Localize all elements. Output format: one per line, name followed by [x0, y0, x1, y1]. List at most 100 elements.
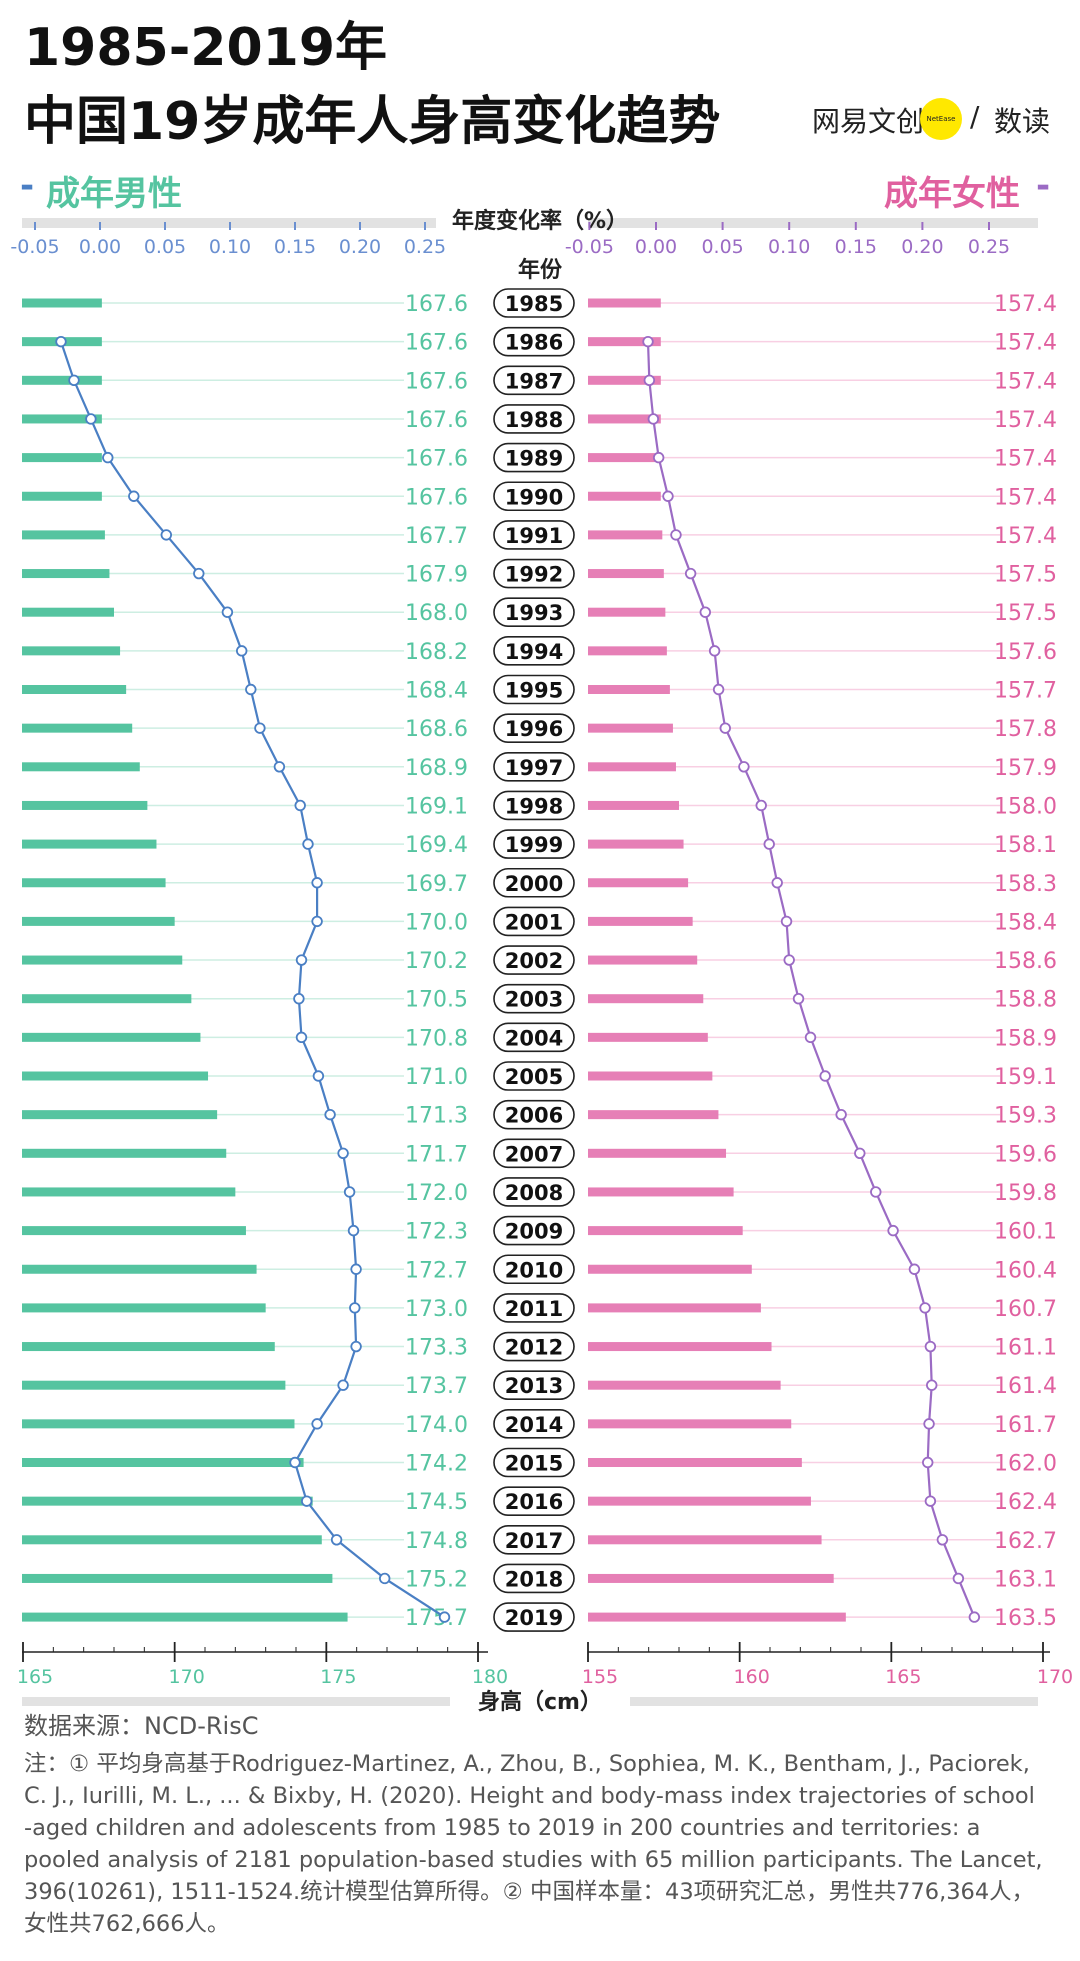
male-height-bar [22, 1419, 295, 1429]
male-height-bar [22, 955, 183, 965]
male-rate-point [343, 1186, 356, 1198]
male-height-value: 173.3 [405, 1336, 468, 1361]
year-label: 2002 [505, 949, 563, 973]
year-pill [493, 1215, 575, 1246]
year-pill [493, 1602, 575, 1632]
male-value-bg [404, 1063, 474, 1089]
year-pill [493, 983, 575, 1014]
year-pill [493, 674, 575, 705]
male-value-bg [404, 1565, 474, 1592]
female-rate-point [968, 1611, 981, 1623]
female-rate-point [643, 374, 656, 387]
male-rate-point [193, 567, 205, 580]
male-rate-tick-label: 0.15 [274, 236, 316, 258]
male-height-bar [22, 646, 121, 656]
female-rate-point [870, 1186, 882, 1198]
male-rate-point [379, 1572, 391, 1585]
female-height-bar [588, 375, 661, 385]
year-pill [493, 829, 575, 859]
year-pill [493, 520, 575, 550]
male-rate-point [312, 1070, 325, 1082]
female-height-tick-label: 155 [582, 1666, 618, 1688]
female-height-value: 158.9 [994, 1026, 1057, 1051]
female-height-value: 157.4 [994, 369, 1057, 394]
male-rate-point [102, 451, 114, 464]
female-height-bar [588, 569, 664, 579]
male-height-bar [22, 1612, 348, 1622]
male-rate-point [302, 838, 314, 850]
female-height-value: 161.4 [994, 1374, 1057, 1399]
female-rate-point [670, 529, 682, 541]
female-height-bar [588, 1110, 719, 1120]
male-rate-point [294, 799, 306, 812]
female-rate-point [792, 993, 805, 1005]
year-pill [493, 945, 575, 975]
brand-separator: / [970, 100, 980, 133]
male-value-bg [404, 1526, 474, 1553]
female-height-bar [588, 1573, 834, 1583]
rate-axis-title: 年度变化率（%） [452, 208, 628, 234]
year-pill [493, 1099, 575, 1130]
female-height-bar [588, 1148, 727, 1158]
page-title-line2: 中国19岁成年人身高变化趋势 [24, 92, 721, 152]
male-rate-point [337, 1147, 349, 1160]
male-rate-point [350, 1263, 362, 1275]
year-pill [493, 288, 575, 318]
female-height-bar [588, 800, 679, 810]
female-rate-point [755, 799, 767, 812]
male-height-value: 169.4 [405, 833, 468, 858]
female-height-value: 159.6 [994, 1142, 1057, 1167]
year-label: 1985 [505, 292, 563, 316]
year-pill [493, 1409, 575, 1439]
female-rate-point [952, 1572, 965, 1585]
male-value-bg [404, 367, 474, 394]
legend-female-label: 成年女性 [884, 174, 1020, 214]
year-label: 2013 [505, 1374, 563, 1398]
footer-note-line-2: C. J., Iurilli, M. L., ... & Bixby, H. (… [24, 1783, 1035, 1809]
female-height-value: 162.7 [994, 1529, 1057, 1554]
year-pill [493, 365, 575, 396]
female-height-bar [588, 1071, 713, 1081]
male-value-bg [404, 444, 474, 471]
male-height-tick-label: 180 [472, 1666, 508, 1688]
female-height-bar [588, 916, 693, 926]
year-label: 1998 [505, 794, 563, 818]
male-height-value: 167.7 [405, 524, 468, 549]
female-height-bar [588, 491, 661, 501]
female-rate-tick-label: 0.10 [768, 236, 810, 258]
male-rate-point [289, 1456, 301, 1469]
year-pill [493, 636, 575, 666]
female-height-bar [588, 1419, 792, 1429]
male-value-bg [404, 599, 474, 626]
year-label: 2007 [505, 1142, 563, 1166]
year-label: 2017 [505, 1529, 563, 1553]
male-value-bg [404, 947, 474, 974]
male-height-bar [22, 1071, 209, 1081]
male-height-bar [22, 1187, 236, 1197]
year-pill [493, 713, 575, 743]
female-height-value: 157.9 [994, 756, 1057, 781]
male-value-bg [404, 792, 474, 819]
male-rate-point [349, 1302, 361, 1314]
female-rate-point [919, 1302, 931, 1314]
male-rate-point [311, 1418, 323, 1430]
female-rate-point [699, 606, 711, 618]
female-rate-point [923, 1418, 935, 1430]
female-height-bar [588, 1303, 761, 1313]
year-label: 1992 [505, 563, 563, 587]
female-rate-tick-label: 0.25 [968, 236, 1010, 258]
male-rate-tick-label: -0.05 [10, 236, 59, 258]
male-height-bar [22, 1496, 313, 1506]
male-rate-point [128, 490, 140, 502]
female-height-bar [588, 1496, 811, 1506]
female-rate-point [771, 877, 783, 889]
year-label: 2000 [505, 872, 563, 896]
female-height-value: 157.4 [994, 524, 1057, 549]
male-rate-point [293, 993, 305, 1005]
legend-male-marker: - [20, 166, 35, 206]
male-value-bg [404, 753, 474, 780]
year-label: 1990 [505, 485, 563, 509]
footer-note-line-3: -aged children and adolescents from 1985… [24, 1815, 981, 1841]
footer-note-line-6: 女性共762,666人。 [24, 1911, 230, 1937]
female-height-value: 160.4 [994, 1258, 1057, 1283]
